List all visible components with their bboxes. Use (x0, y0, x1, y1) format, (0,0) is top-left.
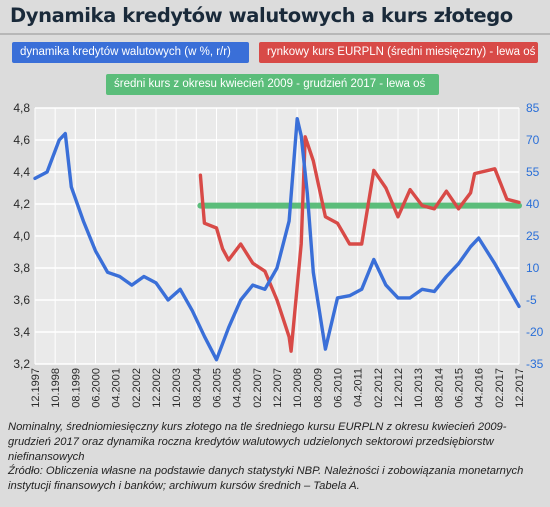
chart-notes: Nominalny, średniomiesięczny kurs złoteg… (8, 420, 542, 494)
x-tick-label: 02.2012 (373, 368, 385, 408)
x-tick-label: 04.2001 (111, 368, 123, 408)
y-right-tick-label: -35 (526, 357, 544, 371)
x-tick-label: 12.2002 (151, 368, 163, 408)
y-right-tick-label: 55 (526, 165, 540, 179)
grid (34, 107, 520, 365)
title-underline (0, 33, 550, 35)
x-tick-label: 02.2002 (131, 368, 143, 408)
y-left-tick-label: 4,0 (13, 229, 30, 243)
x-tick-label: 08.2004 (191, 368, 203, 408)
y-left-tick-label: 3,4 (13, 325, 30, 339)
x-tick-label: 10.2003 (171, 368, 183, 408)
chart-source: Źródło: Obliczenia własne na podstawie d… (8, 465, 524, 493)
series-layer (33, 117, 522, 362)
x-tick-label: 10.1998 (50, 368, 62, 408)
y-right-tick-label: -5 (526, 293, 537, 307)
title-bar: Dynamika kredytów walutowych a kurs złot… (0, 0, 550, 35)
x-tick-label: 10.2008 (292, 368, 304, 408)
y-left-tick-label: 4,6 (13, 133, 30, 147)
y-right-tick-label: 85 (526, 101, 540, 115)
x-tick-label: 04.2016 (474, 368, 486, 408)
y-left-tick-label: 3,6 (13, 293, 30, 307)
x-tick-label: 02.2017 (494, 368, 506, 408)
x-tick-label: 06.2005 (212, 368, 224, 408)
y-right-tick-label: 25 (526, 229, 540, 243)
chart-description: Nominalny, średniomiesięczny kurs złoteg… (8, 421, 507, 463)
x-tick-label: 12.2012 (393, 368, 405, 408)
x-tick-label: 06.2015 (454, 368, 466, 408)
series-line-eurpln-rate (198, 135, 521, 353)
x-tick-label: 08.2009 (312, 368, 324, 408)
x-tick-label: 12.2007 (272, 368, 284, 408)
y-left-tick-label: 4,2 (13, 197, 30, 211)
legend-series-credit-dynamics: dynamika kredytów walutowych (w %, r/r) (12, 42, 249, 63)
y-left-tick-label: 4,8 (13, 101, 30, 115)
legend-series-average-rate: średni kurs z okresu kwiecień 2009 - gru… (106, 74, 439, 95)
y-right-tick-label: 70 (526, 133, 540, 147)
y-left-tick-label: 3,2 (13, 357, 30, 371)
x-tick-label: 12.1997 (30, 368, 42, 408)
x-tick-label: 10.2013 (413, 368, 425, 408)
x-tick-label: 08.1999 (70, 368, 82, 408)
y-right-tick-label: -20 (526, 325, 544, 339)
chart-area: 3,2 -35 3,4 -20 3,6 -5 3,8 10 4,0 25 4,2 40 4,4 55 4,6… (13, 101, 543, 408)
x-tick-label: 06.2000 (91, 368, 103, 408)
y-right-tick-label: 10 (526, 261, 540, 275)
x-tick-label: 04.2011 (353, 368, 365, 407)
y-left-tick-label: 4,4 (13, 165, 30, 179)
chart-title: Dynamika kredytów walutowych a kurs złot… (10, 4, 513, 27)
ticks-layer: 3,2 -35 3,4 -20 3,6 -5 3,8 10 4,0 25 4,2 40 4,4 55 4,6… (13, 101, 543, 408)
x-tick-label: 02.2007 (252, 368, 264, 408)
y-left-tick-label: 3,8 (13, 261, 30, 275)
x-tick-label: 06.2010 (333, 368, 345, 408)
x-tick-label: 12.2017 (514, 368, 526, 408)
x-tick-label: 08.2014 (433, 368, 445, 408)
y-right-tick-label: 40 (526, 197, 540, 211)
x-tick-label: 04.2006 (232, 368, 244, 408)
series-line-credit-dynamics (33, 117, 521, 362)
legend-series-eurpln-rate: rynkowy kurs EURPLN (średni miesięczny) … (259, 42, 538, 63)
